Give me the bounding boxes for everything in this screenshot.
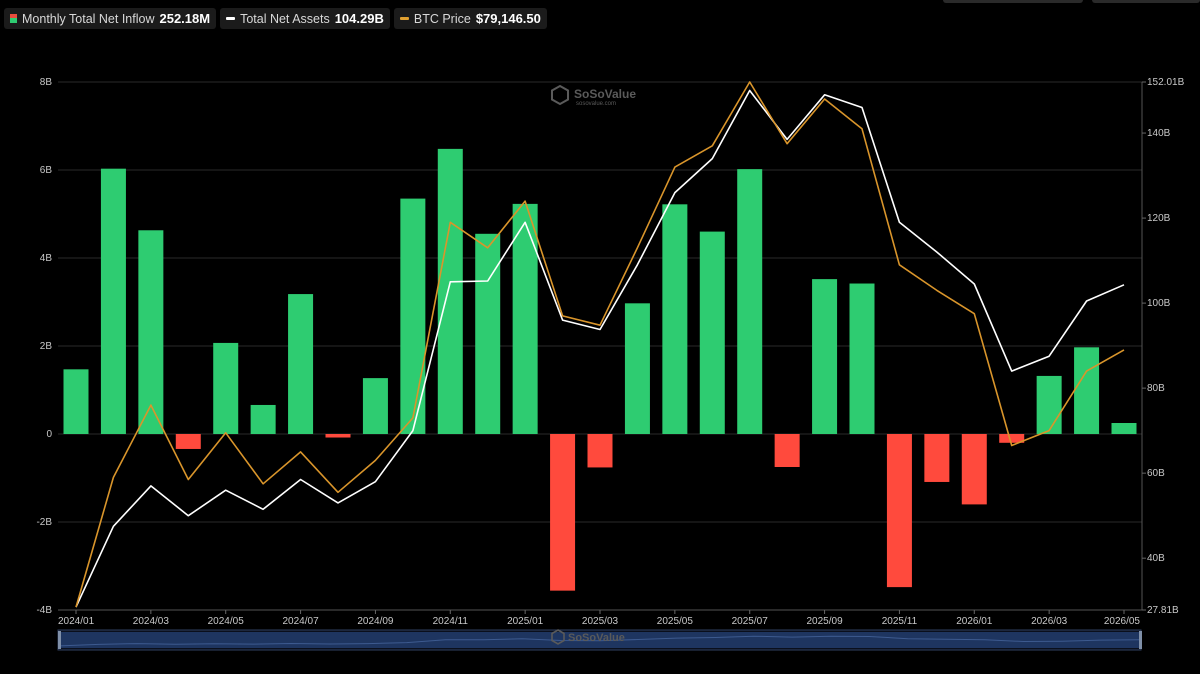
bar-series (63, 148, 1137, 591)
right-tick-label: 152.01B (1147, 77, 1185, 88)
left-tick-label: 2B (40, 341, 53, 352)
bar (774, 434, 800, 467)
x-tick-label: 2025/01 (507, 616, 544, 627)
legend-item-btc-price[interactable]: BTC Price $79,146.50 (393, 8, 547, 29)
bar (138, 230, 164, 434)
x-tick-label: 2024/09 (357, 616, 394, 627)
left-tick-label: -4B (36, 605, 52, 616)
bar (849, 283, 875, 434)
x-tick-label: 2025/09 (806, 616, 843, 627)
bar (213, 342, 239, 434)
x-tick-label: 2025/05 (657, 616, 694, 627)
x-tick-label: 2024/03 (133, 616, 170, 627)
btc-price-line (75, 81, 1125, 608)
line-swatch-icon (399, 17, 409, 20)
legend-value: 104.29B (334, 11, 384, 26)
bar (812, 279, 838, 434)
legend-label: Monthly Total Net Inflow (22, 11, 155, 26)
legend-item-total-net-assets[interactable]: Total Net Assets 104.29B (220, 8, 390, 29)
bar (362, 378, 388, 434)
right-tick-label: 100B (1147, 298, 1171, 309)
left-tick-label: 0 (46, 429, 52, 440)
watermark-bottom: SoSoValue (551, 629, 625, 645)
bar (737, 169, 763, 434)
legend-value: 252.18M (159, 11, 211, 26)
left-tick-label: -2B (36, 517, 52, 528)
left-axis: 8B 6B 4B 2B 0 -2B -4B (36, 77, 52, 616)
bar (288, 294, 314, 434)
legend-label: Total Net Assets (240, 11, 330, 26)
sosovalue-logo-icon (551, 84, 569, 106)
left-tick-label: 8B (40, 77, 53, 88)
right-tick-label: 140B (1147, 128, 1171, 139)
x-tick-label: 2025/03 (582, 616, 619, 627)
right-tick-label: 27.81B (1147, 605, 1179, 616)
bar (100, 168, 126, 434)
bar (250, 404, 276, 434)
watermarks: SoSoValue sosovalue.com (551, 84, 636, 107)
sosovalue-logo-icon (551, 629, 565, 645)
bar (662, 204, 688, 434)
watermark-brand: SoSoValue (568, 632, 625, 644)
left-tick-label: 4B (40, 253, 53, 264)
legend-value: $79,146.50 (475, 11, 541, 26)
total-net-assets-line (75, 89, 1125, 608)
bar (924, 434, 950, 482)
bar (475, 233, 501, 434)
x-tick-label: 2026/03 (1031, 616, 1068, 627)
left-tick-label: 6B (40, 165, 53, 176)
bar-swatch-icon (10, 14, 17, 23)
bar (999, 434, 1025, 443)
toolbar-button[interactable] (943, 0, 1083, 3)
navigator[interactable]: SoSoValue (57, 629, 1142, 651)
bar (699, 231, 725, 434)
x-tick-label: 2025/07 (732, 616, 769, 627)
watermark-url: sosovalue.com (576, 101, 616, 107)
watermark-brand: SoSoValue (574, 87, 636, 101)
bar (1074, 347, 1100, 434)
bar (587, 434, 613, 468)
x-tick-label: 2026/05 (1104, 616, 1141, 627)
right-tick-label: 40B (1147, 553, 1165, 564)
right-axis: 152.01B 140B 120B 100B 80B 60B 40B 27.81B (1141, 77, 1185, 616)
x-tick-label: 2024/11 (433, 616, 469, 627)
bar (437, 148, 463, 434)
bar (175, 434, 201, 449)
toolbar-button[interactable] (1092, 0, 1200, 3)
x-axis: 2024/01 2024/03 2024/05 2024/07 2024/09 2024/… (58, 609, 1142, 627)
legend-item-net-inflow[interactable]: Monthly Total Net Inflow 252.18M (4, 8, 217, 29)
bar (886, 434, 912, 588)
line-series (75, 81, 1125, 608)
right-tick-label: 80B (1147, 383, 1165, 394)
bar (1111, 423, 1137, 434)
bar (550, 434, 576, 591)
legend: Monthly Total Net Inflow 252.18M Total N… (4, 8, 547, 29)
legend-label: BTC Price (413, 11, 471, 26)
bar (512, 203, 538, 434)
x-tick-label: 2026/01 (956, 616, 993, 627)
right-tick-label: 120B (1147, 213, 1171, 224)
right-tick-label: 60B (1147, 468, 1165, 479)
x-tick-label: 2025/11 (882, 616, 918, 627)
navigator-handle-right (1139, 631, 1142, 649)
line-swatch-icon (226, 17, 236, 20)
x-tick-label: 2024/01 (58, 616, 95, 627)
bar (1036, 375, 1062, 434)
watermark-top: SoSoValue sosovalue.com (551, 84, 636, 107)
bar (624, 303, 650, 434)
navigator-handle-left (58, 631, 61, 649)
x-tick-label: 2024/07 (282, 616, 319, 627)
bar (63, 369, 89, 434)
bar (325, 434, 351, 438)
x-tick-label: 2024/05 (208, 616, 245, 627)
navigator-preview-line (59, 635, 1140, 647)
bar (961, 434, 987, 505)
